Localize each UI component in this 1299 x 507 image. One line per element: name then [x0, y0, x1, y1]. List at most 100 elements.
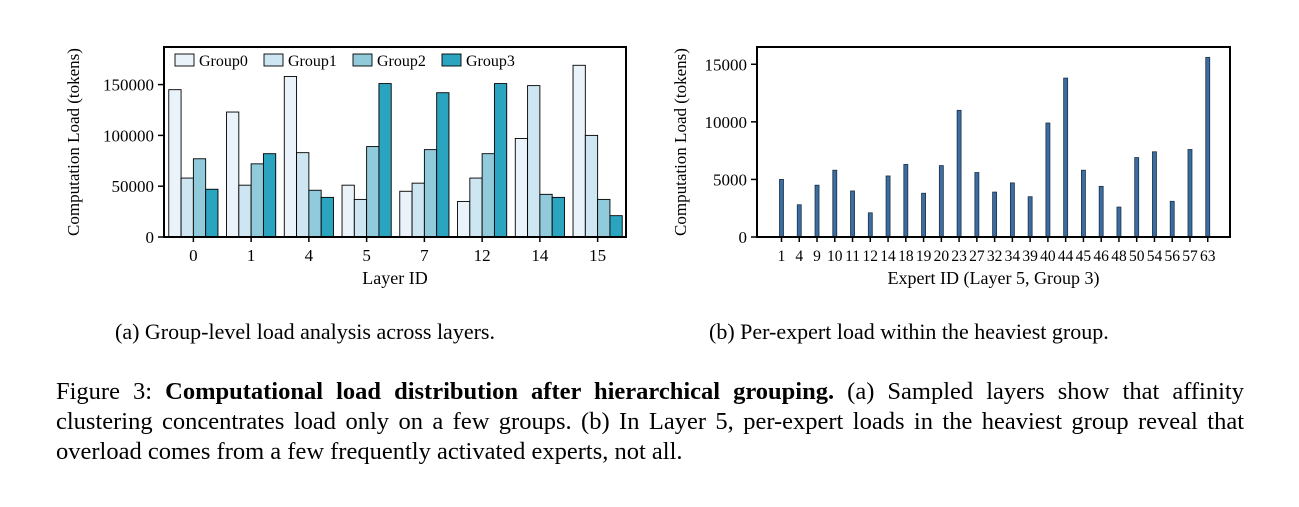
bar-group1-layer-7	[411, 182, 425, 238]
x-tick-label: 7	[420, 246, 429, 265]
x-tick-label: 45	[1076, 248, 1092, 265]
x-axis-label: Expert ID (Layer 5, Group 3)	[888, 268, 1100, 289]
x-tick-label: 9	[813, 248, 821, 265]
bar-group2-layer-7	[423, 149, 438, 238]
bar-expert-11	[850, 190, 855, 238]
bar-group0-layer-12	[457, 200, 471, 238]
x-tick-label: 5	[362, 246, 371, 265]
bar-group3-layer-0	[205, 188, 219, 238]
bar-expert-54	[1152, 151, 1157, 238]
y-tick-label: 150000	[103, 76, 154, 95]
bar-group1-layer-4	[296, 152, 310, 238]
plot-frame	[756, 46, 1231, 238]
bar-group1-layer-0	[180, 177, 194, 238]
bar-group3-layer-12	[493, 83, 508, 238]
bar-expert-20	[938, 165, 944, 238]
x-tick-label: 14	[880, 248, 896, 265]
bar-group0-layer-1	[226, 111, 240, 238]
x-tick-label: 19	[916, 248, 932, 265]
x-axis-label: Layer ID	[362, 268, 427, 288]
bar-expert-32	[992, 191, 998, 238]
bar-group0-layer-7	[399, 190, 413, 238]
x-tick-label: 15	[589, 246, 606, 265]
bar-group2-layer-1	[250, 163, 264, 238]
bar-group3-layer-14	[551, 196, 565, 238]
y-axis-label: Computation Load (tokens)	[671, 48, 690, 236]
chart-per-expert-load: 0 5000 10000 15000 Computation Load (tokens)…	[671, 46, 1231, 289]
figure-caption-title: Computational load distribution after hi…	[165, 378, 835, 405]
x-tick-label: 14	[531, 246, 549, 265]
bar-group1-layer-12	[469, 177, 483, 238]
x-tick-label: 27	[969, 248, 985, 265]
bar-group2-layer-5	[366, 146, 380, 238]
bar-group0-layer-14	[514, 137, 529, 238]
legend-label-group1: Group1	[288, 53, 337, 70]
x-tick-label: 4	[795, 248, 803, 265]
subcaption-a: (a) Group-level load analysis across lay…	[115, 319, 495, 344]
x-tick-label: 1	[247, 246, 256, 265]
bar-expert-14	[885, 175, 891, 238]
y-tick-label: 50000	[112, 177, 155, 196]
figure-caption-body: (a) Sampled layers show that affinity cl…	[56, 378, 1244, 465]
legend-label-group0: Group0	[199, 53, 248, 70]
chart-group-level-load: 0 50000 100000 150000 Computation Load (toke…	[64, 46, 627, 288]
bar-expert-1	[779, 179, 784, 238]
bar-expert-40	[1045, 122, 1051, 238]
bar-group0-layer-0	[168, 89, 182, 238]
x-tick-label: 40	[1040, 248, 1056, 265]
bar-group0-layer-5	[341, 184, 355, 238]
figure-caption-label: Figure 3:	[56, 378, 166, 405]
bar-expert-12	[867, 212, 873, 238]
bar-expert-39	[1027, 196, 1033, 238]
figure-caption: Figure 3: Computational load distributio…	[56, 377, 1244, 467]
bar-group0-layer-4	[283, 76, 298, 238]
legend-swatch-group0	[174, 53, 195, 67]
legend-label-group2: Group2	[377, 53, 426, 70]
bar-expert-56	[1169, 200, 1175, 238]
bar-group1-layer-1	[238, 184, 252, 238]
x-tick-label: 18	[898, 248, 914, 265]
x-tick-label: 46	[1093, 248, 1109, 265]
legend-swatch-group1	[263, 53, 284, 67]
x-tick-label: 39	[1022, 248, 1038, 265]
y-axis-label: Computation Load (tokens)	[64, 48, 83, 236]
bar-expert-18	[903, 164, 909, 238]
x-tick-label: 50	[1129, 248, 1145, 265]
legend-label-group3: Group3	[466, 53, 515, 70]
legend-swatch-group3	[441, 53, 462, 67]
x-tick-label: 23	[951, 248, 967, 265]
bar-group0-layer-15	[572, 64, 586, 238]
bar-expert-19	[921, 192, 926, 238]
bar-group2-layer-15	[597, 198, 611, 238]
bar-group2-layer-14	[539, 193, 553, 238]
y-tick-label: 5000	[713, 170, 747, 189]
x-tick-label: 11	[845, 248, 860, 265]
bar-group2-layer-4	[308, 189, 322, 238]
x-tick-label: 4	[305, 246, 314, 265]
y-tick-label: 10000	[705, 113, 748, 132]
bar-group3-layer-4	[320, 196, 334, 238]
bar-group2-layer-12	[481, 153, 495, 238]
bar-group1-layer-15	[584, 134, 599, 238]
legend-swatch-group2	[352, 53, 373, 67]
x-tick-label: 56	[1164, 248, 1180, 265]
bar-expert-48	[1116, 206, 1122, 238]
x-tick-label: 63	[1200, 248, 1216, 265]
bar-expert-27	[974, 172, 980, 238]
bar-group3-layer-5	[378, 83, 392, 238]
plot-frame	[163, 46, 627, 238]
y-tick-label: 0	[739, 228, 748, 247]
legend: Group0 Group1 Group2 Group3	[174, 53, 515, 70]
x-tick-label: 44	[1058, 248, 1074, 265]
x-tick-label: 34	[1005, 248, 1021, 265]
x-tick-label: 20	[934, 248, 950, 265]
x-tick-label: 57	[1182, 248, 1198, 265]
x-tick-label: 0	[189, 246, 198, 265]
x-tick-label: 48	[1111, 248, 1127, 265]
x-tick-label: 32	[987, 248, 1003, 265]
bar-expert-4	[796, 204, 802, 238]
bar-expert-45	[1081, 169, 1086, 238]
x-tick-label: 10	[827, 248, 843, 265]
subcaption-b: (b) Per-expert load within the heaviest …	[709, 319, 1109, 344]
